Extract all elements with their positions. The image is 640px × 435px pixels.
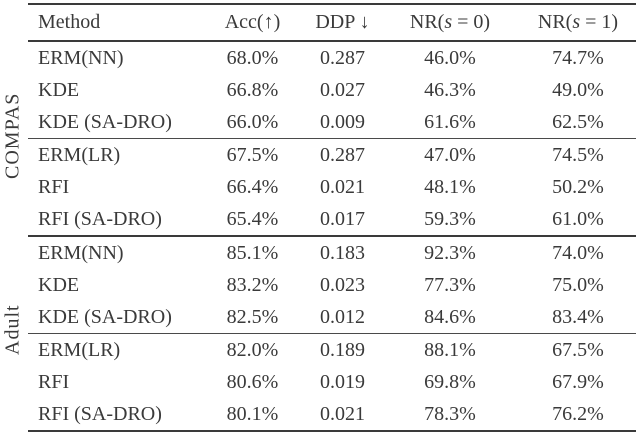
header-row: Method Acc(↑) DDP ↓ NR(s = 0) NR(s = 1) (28, 4, 636, 41)
ddp-cell: 0.023 (320, 273, 365, 296)
method-cell: RFI (38, 370, 70, 393)
nr1-cell: 75.0% (552, 273, 604, 296)
table-row: ERM(LR) 67.5% 0.287 47.0% 74.5% (28, 139, 636, 172)
acc-cell: 66.8% (226, 78, 279, 101)
acc-cell: 67.5% (226, 143, 279, 166)
nr0-cell: 77.3% (424, 273, 476, 296)
group-compas-nn: ERM(NN) 68.0% 0.287 46.0% 74.7% KDE 66.8… (28, 41, 636, 139)
nr0-cell: 78.3% (424, 402, 476, 425)
ddp-cell: 0.183 (320, 241, 365, 264)
col-header-ddp: DDP ↓ (315, 11, 370, 33)
nr0-cell: 84.6% (424, 305, 476, 328)
acc-cell: 85.1% (226, 241, 279, 264)
nr1-cell: 67.9% (552, 370, 604, 393)
method-cell: KDE (SA-DRO) (38, 110, 172, 133)
nr1-cell: 83.4% (552, 305, 604, 328)
table-row: KDE 66.8% 0.027 46.3% 49.0% (28, 74, 636, 106)
table-row: RFI (SA-DRO) 80.1% 0.021 78.3% 76.2% (28, 398, 636, 431)
group-adult-nn: ERM(NN) 85.1% 0.183 92.3% 74.0% KDE 83.2… (28, 236, 636, 334)
method-cell: ERM(LR) (38, 338, 121, 361)
table-header: Method Acc(↑) DDP ↓ NR(s = 0) NR(s = 1) (28, 4, 636, 41)
method-cell: RFI (SA-DRO) (38, 207, 162, 230)
nr1-cell: 49.0% (552, 78, 604, 101)
nr0-post: = 0) (452, 11, 491, 33)
nr0-var: s (444, 11, 453, 33)
col-header-acc: Acc(↑) (224, 11, 281, 33)
nr0-cell: 69.8% (424, 370, 476, 393)
nr1-cell: 76.2% (552, 402, 604, 425)
nr0-cell: 48.1% (424, 175, 476, 198)
nr1-cell: 62.5% (552, 110, 604, 133)
acc-cell: 65.4% (226, 207, 279, 230)
ddp-cell: 0.009 (320, 110, 365, 133)
nr0-cell: 61.6% (424, 110, 476, 133)
ddp-cell: 0.017 (320, 207, 365, 230)
ddp-cell: 0.019 (320, 370, 365, 393)
nr0-cell: 47.0% (424, 143, 476, 166)
col-header-nr0: NR(s = 0) (380, 4, 520, 41)
col-header-method: Method (38, 11, 101, 33)
nr1-cell: 74.7% (552, 46, 604, 69)
acc-cell: 68.0% (226, 46, 279, 69)
nr1-cell: 74.0% (552, 241, 604, 264)
ddp-cell: 0.189 (320, 338, 365, 361)
ddp-cell: 0.021 (320, 402, 365, 425)
dataset-label-adult: Adult (1, 304, 24, 356)
nr0-cell: 59.3% (424, 207, 476, 230)
ddp-cell: 0.287 (320, 143, 365, 166)
table-row: KDE (SA-DRO) 66.0% 0.009 61.6% 62.5% (28, 106, 636, 139)
method-cell: ERM(NN) (38, 241, 124, 264)
method-cell: KDE (38, 78, 80, 101)
method-cell: RFI (38, 175, 70, 198)
group-compas-lr: ERM(LR) 67.5% 0.287 47.0% 74.5% RFI 66.4… (28, 138, 636, 237)
nr1-pre: NR( (537, 11, 573, 33)
nr1-post: = 1) (580, 11, 619, 33)
nr1-var: s (572, 11, 581, 33)
method-cell: RFI (SA-DRO) (38, 402, 162, 425)
nr0-cell: 46.0% (424, 46, 476, 69)
col-header-nr1: NR(s = 1) (520, 4, 636, 41)
acc-cell: 83.2% (226, 273, 279, 296)
ddp-cell: 0.012 (320, 305, 365, 328)
method-cell: ERM(NN) (38, 46, 124, 69)
table-row: ERM(NN) 68.0% 0.287 46.0% 74.7% (28, 41, 636, 74)
method-cell: KDE (38, 273, 80, 296)
nr1-cell: 74.5% (552, 143, 604, 166)
acc-cell: 66.4% (226, 175, 279, 198)
dataset-label-compas: COMPAS (1, 92, 24, 180)
nr1-cell: 61.0% (552, 207, 604, 230)
nr0-pre: NR( (409, 11, 445, 33)
nr0-cell: 88.1% (424, 338, 476, 361)
acc-cell: 80.6% (226, 370, 279, 393)
ddp-cell: 0.027 (320, 78, 365, 101)
method-cell: KDE (SA-DRO) (38, 305, 172, 328)
nr0-cell: 46.3% (424, 78, 476, 101)
nr1-cell: 67.5% (552, 338, 604, 361)
ddp-cell: 0.021 (320, 175, 365, 198)
table-row: ERM(LR) 82.0% 0.189 88.1% 67.5% (28, 334, 636, 367)
table-row: KDE (SA-DRO) 82.5% 0.012 84.6% 83.4% (28, 301, 636, 334)
acc-cell: 66.0% (226, 110, 279, 133)
table-row: KDE 83.2% 0.023 77.3% 75.0% (28, 269, 636, 301)
table-row: RFI 66.4% 0.021 48.1% 50.2% (28, 171, 636, 203)
acc-cell: 82.5% (226, 305, 279, 328)
table-row: RFI 80.6% 0.019 69.8% 67.9% (28, 366, 636, 398)
table-row: ERM(NN) 85.1% 0.183 92.3% 74.0% (28, 236, 636, 269)
group-adult-lr: ERM(LR) 82.0% 0.189 88.1% 67.5% RFI 80.6… (28, 333, 636, 431)
acc-cell: 82.0% (226, 338, 279, 361)
nr1-cell: 50.2% (552, 175, 604, 198)
ddp-cell: 0.287 (320, 46, 365, 69)
method-cell: ERM(LR) (38, 143, 121, 166)
results-table: Method Acc(↑) DDP ↓ NR(s = 0) NR(s = 1) … (28, 3, 636, 432)
table-row: RFI (SA-DRO) 65.4% 0.017 59.3% 61.0% (28, 203, 636, 236)
nr0-cell: 92.3% (424, 241, 476, 264)
acc-cell: 80.1% (226, 402, 279, 425)
